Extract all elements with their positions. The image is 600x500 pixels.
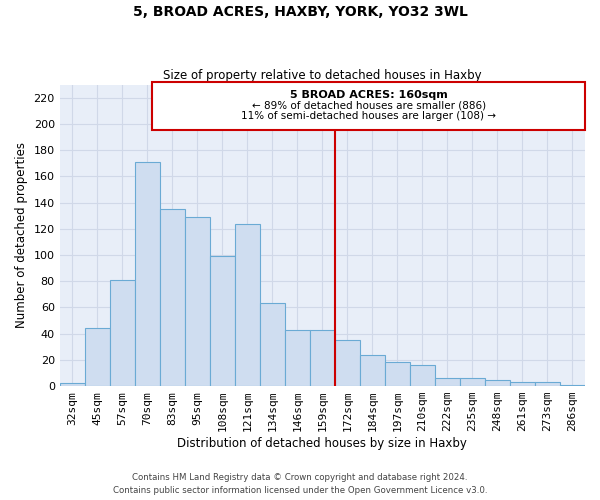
Text: ← 89% of detached houses are smaller (886): ← 89% of detached houses are smaller (88…	[251, 100, 485, 110]
Bar	[85, 328, 110, 386]
Bar	[110, 280, 135, 386]
Bar	[185, 217, 210, 386]
Bar	[360, 354, 385, 386]
Bar	[510, 382, 535, 386]
Bar	[485, 380, 510, 386]
Bar	[535, 382, 560, 386]
Bar	[135, 162, 160, 386]
Bar	[310, 330, 335, 386]
X-axis label: Distribution of detached houses by size in Haxby: Distribution of detached houses by size …	[178, 437, 467, 450]
Bar	[460, 378, 485, 386]
Text: 5, BROAD ACRES, HAXBY, YORK, YO32 3WL: 5, BROAD ACRES, HAXBY, YORK, YO32 3WL	[133, 5, 467, 19]
Bar	[260, 304, 285, 386]
Bar	[435, 378, 460, 386]
Bar	[285, 330, 310, 386]
Bar	[385, 362, 410, 386]
Y-axis label: Number of detached properties: Number of detached properties	[15, 142, 28, 328]
Title: Size of property relative to detached houses in Haxby: Size of property relative to detached ho…	[163, 69, 482, 82]
Text: 11% of semi-detached houses are larger (108) →: 11% of semi-detached houses are larger (…	[241, 111, 496, 121]
Bar	[335, 340, 360, 386]
Text: 5 BROAD ACRES: 160sqm: 5 BROAD ACRES: 160sqm	[290, 90, 448, 100]
FancyBboxPatch shape	[152, 82, 585, 130]
Bar	[235, 224, 260, 386]
Bar	[59, 384, 85, 386]
Bar	[560, 385, 585, 386]
Bar	[160, 209, 185, 386]
Text: Contains HM Land Registry data © Crown copyright and database right 2024.
Contai: Contains HM Land Registry data © Crown c…	[113, 474, 487, 495]
Bar	[410, 365, 435, 386]
Bar	[210, 256, 235, 386]
